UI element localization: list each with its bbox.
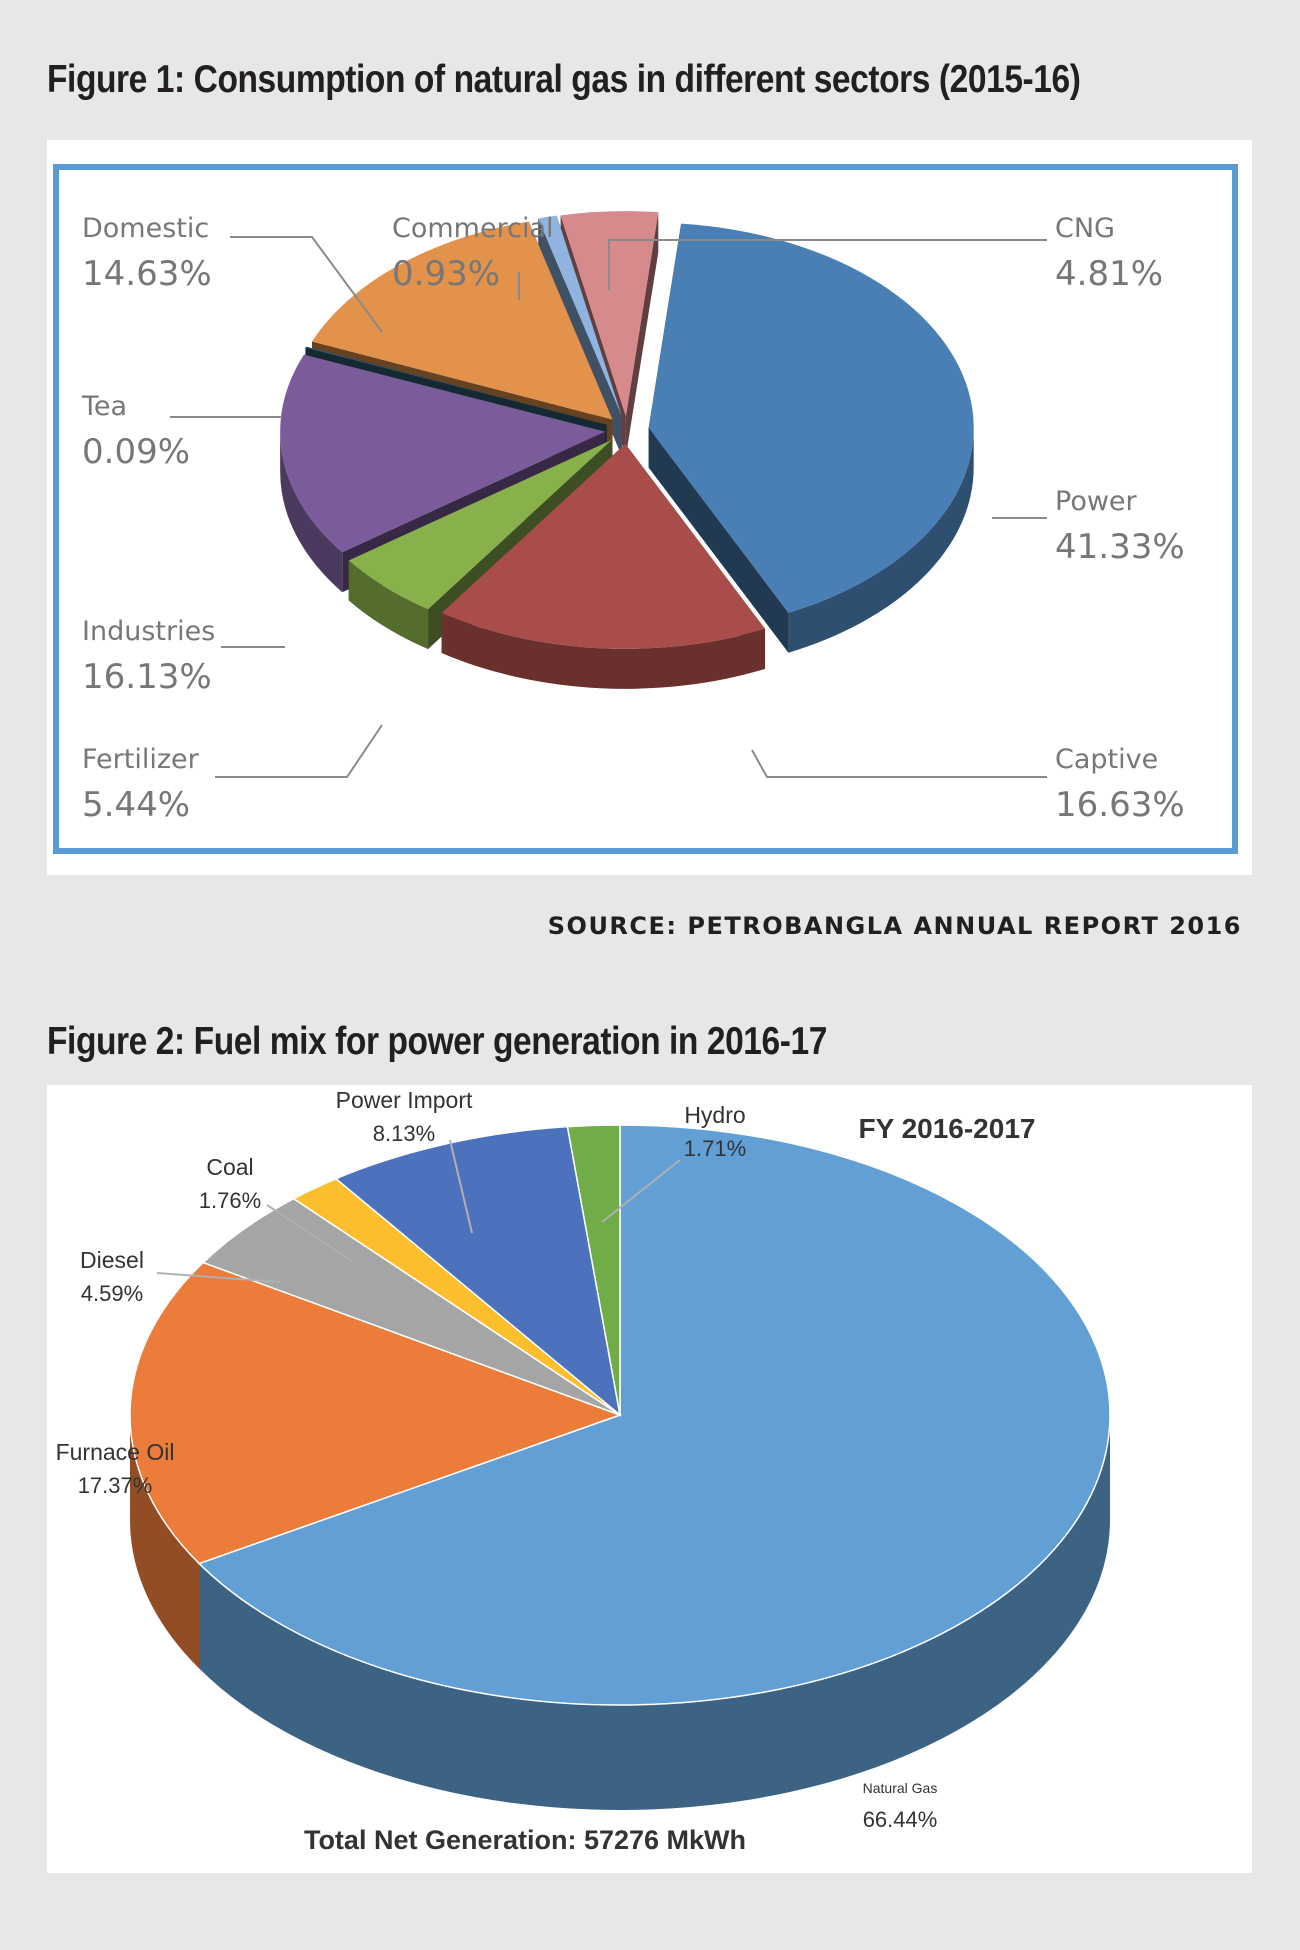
label-value-furnace-oil: 17.37% — [78, 1473, 153, 1498]
label-name-coal: Coal — [206, 1154, 253, 1180]
leader-line-fertilizer — [215, 724, 383, 778]
leader-line-hydro — [601, 1159, 681, 1223]
label-name-industries: Industries — [82, 616, 215, 647]
slice-commercial — [538, 215, 622, 417]
label-name-tea: Tea — [81, 391, 127, 422]
label-name-hydro: Hydro — [684, 1102, 745, 1128]
label-value-power-import: 8.13% — [373, 1121, 435, 1146]
label-value-industries: 16.13% — [82, 657, 212, 697]
slice-power — [648, 223, 974, 613]
figure-1-panel: Power 41.33% Captive 16.63% Fertilizer 5.44% I… — [47, 140, 1252, 875]
label-furnace-oil: Furnace Oil 17.37% — [56, 1439, 175, 1498]
label-name-captive: Captive — [1055, 744, 1158, 775]
slice-side-industries — [280, 431, 343, 593]
leader-line-cng — [608, 239, 1047, 290]
label-natural-gas: Natural Gas 66.44% — [863, 1780, 938, 1832]
label-value-domestic: 14.63% — [82, 254, 212, 294]
label-name-power: Power — [1055, 486, 1138, 517]
slice-cng — [560, 211, 659, 417]
leader-line-captive — [751, 749, 1047, 778]
label-name-domestic: Domestic — [82, 213, 209, 244]
slice-side-fertilizer — [348, 560, 429, 650]
label-fertilizer: Fertilizer 5.44% — [82, 744, 200, 825]
pie-tops — [129, 1124, 1111, 1706]
slice-side-captive — [441, 612, 766, 689]
label-value-diesel: 4.59% — [81, 1281, 143, 1306]
label-value-commercial: 0.93% — [392, 254, 500, 294]
label-name-commercial: Commercial — [392, 213, 554, 244]
slice-captive — [441, 443, 766, 649]
slice-power-import — [334, 1125, 622, 1417]
slice-industries — [280, 354, 606, 553]
slice-wall-cng-1 — [625, 212, 659, 457]
leader-line-domestic — [230, 236, 383, 333]
label-value-natural-gas: 66.44% — [863, 1807, 938, 1832]
leader-line-diesel — [156, 1272, 281, 1283]
slice-wall-power-1 — [648, 427, 789, 653]
label-value-captive: 16.63% — [1055, 785, 1185, 825]
slice-side-furnace-oil — [130, 1415, 200, 1669]
figure-1-frame — [53, 164, 1238, 854]
slice-fertilizer — [348, 439, 612, 610]
figure-2-title: Figure 2: Fuel mix for power generation … — [47, 1020, 827, 1063]
slice-natural-gas — [197, 1124, 1111, 1706]
label-cng: CNG 4.81% — [1055, 213, 1163, 294]
label-value-fertilizer: 5.44% — [82, 785, 190, 825]
label-power: Power 41.33% — [1055, 486, 1185, 567]
label-value-tea: 0.09% — [82, 432, 190, 472]
figure-2-panel: Natural Gas 66.44% Furnace Oil 17.37% Diesel… — [47, 1085, 1252, 1873]
label-tea: Tea 0.09% — [81, 391, 190, 472]
slice-furnace-oil — [129, 1261, 623, 1565]
slice-hydro — [566, 1124, 621, 1416]
label-name-fertilizer: Fertilizer — [82, 744, 200, 775]
label-captive: Captive 16.63% — [1055, 744, 1185, 825]
label-name-natural-gas: Natural Gas — [863, 1780, 938, 1796]
figure-2-pie-chart: Natural Gas 66.44% Furnace Oil 17.37% Diesel… — [56, 1087, 1111, 1855]
leader-line-coal — [266, 1204, 353, 1262]
label-domestic: Domestic 14.63% — [82, 213, 212, 294]
label-value-cng: 4.81% — [1055, 254, 1163, 294]
slice-side-natural-gas — [199, 1415, 1110, 1810]
label-hydro: Hydro 1.71% — [684, 1102, 746, 1161]
label-value-power: 41.33% — [1055, 527, 1185, 567]
slice-domestic — [311, 221, 613, 420]
label-value-coal: 1.76% — [199, 1188, 261, 1213]
slice-side-power — [788, 427, 974, 653]
figure-1-title: Figure 1: Consumption of natural gas in … — [47, 58, 1081, 101]
label-industries: Industries 16.13% — [82, 616, 215, 697]
label-commercial: Commercial 0.93% — [392, 213, 554, 294]
label-diesel: Diesel 4.59% — [80, 1247, 144, 1306]
figure-1-pie-chart: Power 41.33% Captive 16.63% Fertilizer 5.44% I… — [81, 211, 1185, 825]
label-value-hydro: 1.71% — [684, 1136, 746, 1161]
leader-line-power-import — [449, 1139, 473, 1234]
slice-tea — [305, 346, 607, 425]
label-coal: Coal 1.76% — [199, 1154, 261, 1213]
pie-tops — [280, 211, 974, 649]
label-name-furnace-oil: Furnace Oil — [56, 1439, 175, 1465]
chart-2-footer: Total Net Generation: 57276 MkWh — [304, 1825, 746, 1855]
label-name-power-import: Power Import — [336, 1087, 473, 1113]
chart-2-title: FY 2016-2017 — [859, 1113, 1036, 1144]
label-power-import: Power Import 8.13% — [336, 1087, 473, 1146]
figure-1-source: SOURCE: PETROBANGLA ANNUAL REPORT 2016 — [547, 912, 1242, 940]
label-name-cng: CNG — [1055, 213, 1115, 244]
label-name-diesel: Diesel — [80, 1247, 144, 1273]
